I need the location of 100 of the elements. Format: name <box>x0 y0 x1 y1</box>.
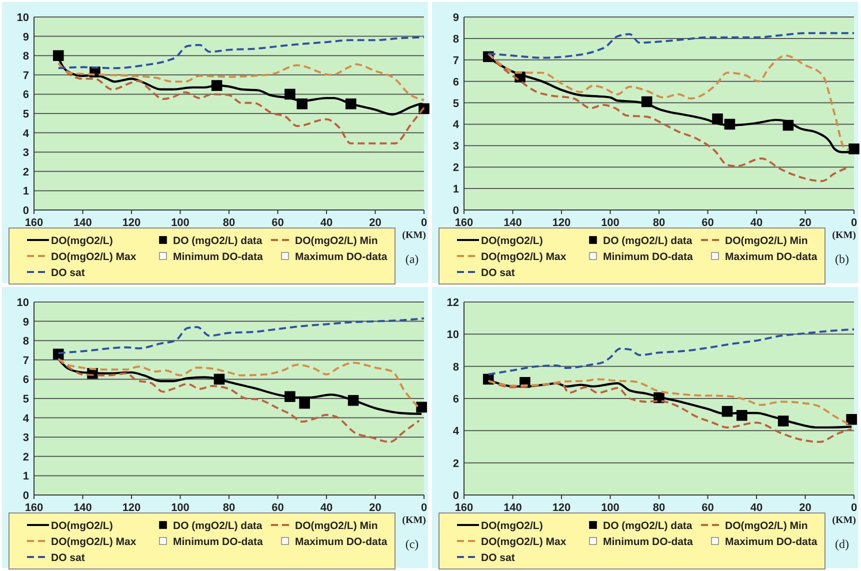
y-tick-label: 0 <box>452 490 459 502</box>
y-tick-label: 9 <box>22 316 29 328</box>
legend-label: Minimum DO-data <box>173 251 263 263</box>
y-tick-label: 7 <box>22 354 29 367</box>
point <box>782 120 794 131</box>
legend-label: DO sat <box>481 552 516 564</box>
legend-label: DO (mgO2/L) data <box>173 235 262 247</box>
point <box>736 410 748 421</box>
point <box>52 50 64 61</box>
x-tick-label: 80 <box>222 217 236 229</box>
legend-label: DO sat <box>481 267 516 279</box>
x-tick-label: 140 <box>504 217 522 229</box>
point <box>211 80 222 91</box>
legend-label: DO(mgO2/L) Max <box>481 536 566 548</box>
y-tick-label: 2 <box>452 162 459 174</box>
y-tick-label: 6 <box>22 374 29 386</box>
y-tick-label: 7 <box>452 54 459 67</box>
legend-label: DO(mgO2/L) <box>481 520 543 532</box>
y-tick-label: 4 <box>22 128 30 140</box>
y-tick-label: 1 <box>452 184 459 196</box>
legend-label: DO sat <box>51 552 86 564</box>
legend-label: DO(mgO2/L) Max <box>51 251 136 263</box>
text: (a) <box>405 252 419 266</box>
legend-label: DO(mgO2/L) Max <box>51 536 136 548</box>
x-tick-label: 40 <box>320 502 333 514</box>
x-tick-label: 40 <box>750 217 763 229</box>
x-tick-label: 80 <box>222 502 236 514</box>
point <box>284 88 296 100</box>
legend-label: DO(mgO2/L) Min <box>295 520 378 532</box>
point <box>284 391 296 402</box>
x-tick-label: 120 <box>552 502 571 514</box>
x-tick-label: 140 <box>504 502 522 514</box>
y-tick-label: 12 <box>446 297 459 309</box>
point <box>296 98 308 110</box>
x-tick-label: 60 <box>702 502 714 514</box>
point <box>848 143 860 154</box>
point <box>724 118 736 130</box>
x-tick-label: 60 <box>272 502 284 514</box>
x-tick-label: 120 <box>122 217 141 229</box>
legend-label: DO (mgO2/L) data <box>603 520 692 532</box>
x-tick-label: 160 <box>24 502 44 514</box>
x-tick-label: 0 <box>420 217 428 229</box>
x-axis-title: (KM) <box>402 230 426 241</box>
x-tick-label: 160 <box>454 217 474 229</box>
x-tick-label: 100 <box>601 502 620 514</box>
text: (c) <box>405 537 419 551</box>
y-tick-label: 5 <box>452 98 459 110</box>
x-tick-label: 120 <box>122 502 141 514</box>
line-series <box>57 36 425 70</box>
point <box>345 98 356 110</box>
y-tick-label: 6 <box>22 89 29 102</box>
x-tick-label: 20 <box>369 502 382 514</box>
x-tick-label: 160 <box>24 217 44 229</box>
y-tick-label: 4 <box>22 412 30 425</box>
legend-label: DO(mgO2/L) Max <box>481 251 566 263</box>
legend-label: DO (mgO2/L) data <box>603 235 692 247</box>
x-tick-label: 0 <box>850 217 858 229</box>
point <box>778 416 789 426</box>
x-tick-label: 60 <box>702 217 714 229</box>
x-tick-label: 140 <box>74 217 92 229</box>
y-tick-label: 10 <box>16 12 29 24</box>
y-tick-label: 1 <box>22 470 29 483</box>
x-tick-label: 160 <box>454 502 474 514</box>
legend-label: DO(mgO2/L) Min <box>725 235 808 247</box>
y-tick-label: 5 <box>22 394 29 406</box>
legend-label: Minimum DO-data <box>173 536 263 548</box>
y-tick-label: 9 <box>452 12 459 24</box>
legend-label: Minimum DO-data <box>603 536 693 548</box>
y-tick-label: 3 <box>452 140 459 153</box>
x-tick-label: 100 <box>601 217 620 229</box>
point <box>641 96 652 108</box>
y-tick-label: 8 <box>22 336 29 348</box>
y-tick-label: 8 <box>452 361 459 374</box>
y-tick-label: 6 <box>452 394 459 406</box>
legend-label: DO(mgO2/L) <box>481 235 543 247</box>
x-tick-label: 20 <box>799 502 812 514</box>
x-tick-label: 0 <box>420 502 428 514</box>
legend-label: Maximum DO-data <box>295 251 388 263</box>
point <box>712 113 723 124</box>
y-tick-label: 4 <box>452 119 460 132</box>
x-tick-label: 0 <box>850 502 858 514</box>
point <box>416 402 427 413</box>
y-tick-label: 0 <box>452 205 459 217</box>
x-tick-label: 100 <box>171 502 190 514</box>
y-tick-label: 3 <box>22 147 29 160</box>
y-tick-label: 0 <box>22 205 29 217</box>
line-series <box>57 62 425 101</box>
y-tick-label: 6 <box>452 76 459 88</box>
y-tick-label: 10 <box>16 297 29 309</box>
x-tick-label: 60 <box>272 217 284 229</box>
text: (b) <box>835 252 849 266</box>
x-tick-label: 80 <box>652 217 666 229</box>
x-axis-title: (KM) <box>832 515 856 526</box>
y-tick-label: 2 <box>22 451 29 464</box>
y-tick-label: 5 <box>22 108 29 120</box>
legend-label: Minimum DO-data <box>603 251 693 263</box>
text: (d) <box>835 537 849 551</box>
x-tick-label: 80 <box>652 502 666 514</box>
point <box>722 406 733 417</box>
legend-label: DO(mgO2/L) <box>51 520 113 532</box>
